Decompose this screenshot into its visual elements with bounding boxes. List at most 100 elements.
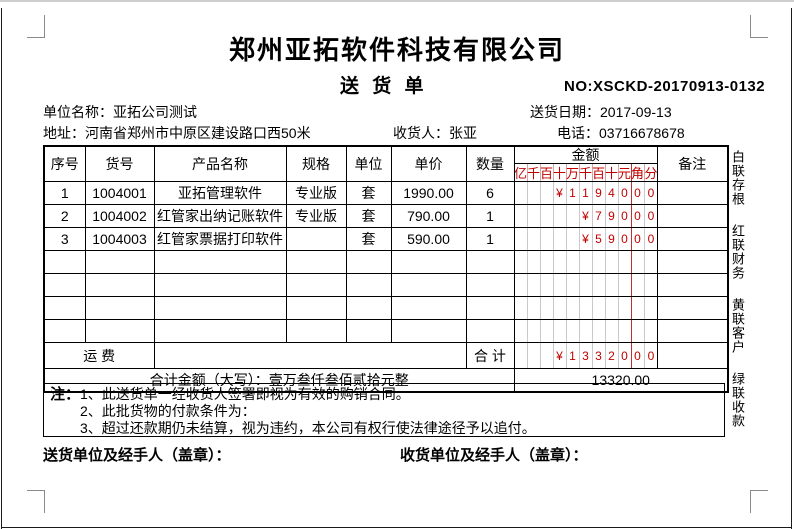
grand-total-label: 合 计 bbox=[465, 342, 515, 369]
amount-digit bbox=[580, 251, 593, 273]
cell-price: 1990.00 bbox=[390, 181, 467, 205]
amount-digit: 9 bbox=[593, 182, 606, 204]
cell-price: 790.00 bbox=[390, 204, 467, 228]
cell-amount: ¥1 1 9 4 0 0 0 bbox=[513, 181, 658, 205]
amount-digit bbox=[541, 343, 554, 368]
sender-signature-label: 送货单位及经手人（盖章）： bbox=[43, 447, 231, 464]
table-row-empty bbox=[43, 319, 729, 343]
field-unit-name: 单位名称：亚拓公司测试 bbox=[43, 102, 197, 122]
cell-amount bbox=[513, 273, 658, 297]
amount-digit: ¥ bbox=[554, 343, 567, 368]
amount-digit: 0 bbox=[619, 182, 632, 204]
amount-digit bbox=[567, 228, 580, 250]
field-unit-value: 亚拓公司测试 bbox=[113, 104, 197, 120]
amount-digit: 1 bbox=[567, 343, 580, 368]
amount-digit bbox=[541, 182, 554, 204]
amount-digit bbox=[541, 228, 554, 250]
copy-label-yellow-customer: 黄联客户 bbox=[730, 298, 745, 354]
table-row-empty bbox=[43, 273, 729, 297]
amount-digit: 千 bbox=[579, 164, 593, 181]
table-row: 2 1004002 红管家出纳记账软件 专业版 套 790.00 1 ¥7 9 0 0… bbox=[43, 204, 729, 228]
amount-digit: 7 bbox=[593, 205, 606, 227]
field-consignee-label: 收货人： bbox=[393, 125, 449, 141]
amount-digit: 0 bbox=[632, 343, 645, 368]
amount-digit bbox=[645, 298, 657, 319]
table-row: 1 1004001 亚拓管理软件 专业版 套 1990.00 6 ¥1 1 9 4 0 0… bbox=[43, 181, 729, 205]
field-date-label: 送货日期： bbox=[530, 104, 600, 120]
freight-value-cell bbox=[153, 342, 467, 369]
amount-digit bbox=[554, 228, 567, 250]
amount-digit bbox=[593, 274, 606, 296]
amount-digit bbox=[632, 251, 645, 273]
cell-item-no: 1004001 bbox=[84, 181, 155, 205]
company-title: 郑州亚拓软件科技有限公司 bbox=[228, 35, 565, 65]
amount-digit bbox=[528, 251, 541, 273]
field-address: 地址：河南省郑州市中原区建设路口西50米 bbox=[43, 123, 311, 143]
amount-digit bbox=[606, 274, 619, 296]
amount-digit: 1 bbox=[567, 182, 580, 204]
margin-crop-mark-top-right bbox=[750, 15, 768, 38]
amount-digit: 百 bbox=[592, 164, 606, 181]
col-header-remark: 备注 bbox=[656, 145, 729, 182]
amount-digit bbox=[645, 252, 657, 273]
copy-label-red-finance: 红联财务 bbox=[730, 224, 745, 280]
col-header-seq: 序号 bbox=[43, 145, 86, 182]
cell-spec bbox=[285, 227, 347, 251]
field-unit-label: 单位名称： bbox=[43, 104, 113, 120]
amount-digit bbox=[567, 274, 580, 296]
amount-digit: 2 bbox=[606, 343, 619, 368]
items-table: 序号 货号 产品名称 规格 单位 单价 数量 金额 亿千百十万千百十元角分 备注… bbox=[43, 145, 729, 393]
amount-digit bbox=[528, 274, 541, 296]
amount-digit bbox=[567, 205, 580, 227]
table-row-empty bbox=[43, 296, 729, 320]
amount-digit bbox=[515, 205, 528, 227]
cell-remark bbox=[656, 204, 729, 228]
table-header-row: 序号 货号 产品名称 规格 单位 单价 数量 金额 亿千百十万千百十元角分 备注 bbox=[43, 145, 729, 182]
amount-digit bbox=[567, 251, 580, 273]
field-delivery-date: 送货日期：2017-09-13 bbox=[530, 102, 672, 122]
amount-digit: 0 bbox=[632, 182, 645, 204]
cell-remark bbox=[656, 181, 729, 205]
notes-lines: 1、此送货单一经收货人签署即视为有效的购销合同。 2、此批货物的付款条件为： 3… bbox=[80, 386, 536, 437]
copy-label-green-receipt: 绿联收款 bbox=[730, 372, 745, 428]
col-header-unit: 单位 bbox=[345, 145, 392, 182]
amount-digit bbox=[528, 343, 541, 368]
amount-digit: 0 bbox=[619, 205, 632, 227]
amount-digit: ¥ bbox=[580, 228, 593, 250]
amount-digit bbox=[593, 251, 606, 273]
note-line-2: 2、此批货物的付款条件为： bbox=[80, 403, 256, 419]
col-header-qty: 数量 bbox=[465, 145, 515, 182]
margin-crop-mark-bottom-right bbox=[750, 490, 768, 513]
amount-digit bbox=[515, 251, 528, 273]
table-row-empty bbox=[43, 250, 729, 274]
page-border-bottom bbox=[1, 527, 792, 528]
amount-digit: 3 bbox=[593, 343, 606, 368]
amount-digit: 0 bbox=[632, 228, 645, 250]
amount-digit: 十 bbox=[553, 164, 567, 181]
amount-digit bbox=[632, 297, 645, 319]
field-address-value: 河南省郑州市中原区建设路口西50米 bbox=[85, 125, 311, 141]
amount-digit bbox=[541, 297, 554, 319]
notes-box: 注： 1、此送货单一经收货人签署即视为有效的购销合同。 2、此批货物的付款条件为… bbox=[43, 383, 725, 437]
field-phone-label: 电话： bbox=[557, 125, 599, 141]
amount-digit bbox=[541, 251, 554, 273]
field-phone-value: 03716678678 bbox=[599, 125, 685, 141]
amount-digit: 3 bbox=[580, 343, 593, 368]
cell-seq: 3 bbox=[43, 227, 86, 251]
amount-digit bbox=[515, 297, 528, 319]
page-border-right bbox=[791, 8, 792, 529]
amount-digit bbox=[515, 274, 528, 296]
amount-digit: 0 bbox=[647, 232, 655, 246]
doc-number: NO:XSCKD-20170913-0132 bbox=[564, 78, 766, 95]
amount-digit bbox=[541, 205, 554, 227]
amount-digit: ¥ bbox=[554, 182, 567, 204]
amount-digit bbox=[554, 274, 567, 296]
amount-digit bbox=[515, 228, 528, 250]
amount-digit bbox=[541, 320, 554, 342]
cell-unit: 套 bbox=[345, 204, 392, 228]
cell-amount bbox=[513, 250, 658, 274]
cell-product: 红管家票据打印软件 bbox=[153, 227, 287, 251]
amount-digit: 0 bbox=[632, 205, 645, 227]
cell-unit: 套 bbox=[345, 181, 392, 205]
amount-digit bbox=[606, 251, 619, 273]
